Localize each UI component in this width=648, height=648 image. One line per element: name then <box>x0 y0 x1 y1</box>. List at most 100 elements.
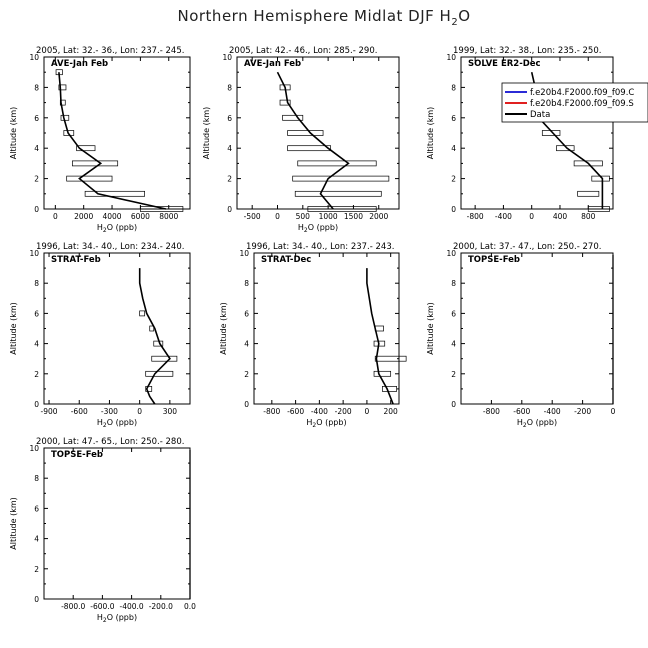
y-tick-label: 8 <box>34 474 39 483</box>
panel-header: 2000, Lat: 47.- 65., Lon: 250.- 280. <box>36 437 184 447</box>
x-tick-label: 2000 <box>74 212 93 221</box>
data-range-box <box>587 206 610 212</box>
x-tick-label: -600 <box>287 407 304 416</box>
data-range-box <box>140 206 184 212</box>
plot-frame <box>236 56 400 210</box>
y-axis-label: Altitude (km) <box>426 107 435 159</box>
y-tick-label: 0 <box>34 595 39 604</box>
x-tick-label: 0 <box>275 212 280 221</box>
data-range-box <box>139 310 146 317</box>
x-tick-label: -800.0 <box>61 602 85 611</box>
x-tick-label: -600 <box>513 407 530 416</box>
x-tick-label: -400 <box>311 407 328 416</box>
data-range-box <box>58 84 67 91</box>
y-axis-label: Altitude (km) <box>9 497 18 549</box>
x-tick-label: -300 <box>101 407 118 416</box>
plot-frame <box>43 252 191 405</box>
y-tick-label: 2 <box>451 175 456 184</box>
data-range-box <box>151 355 178 362</box>
y-tick-label: 4 <box>34 144 39 153</box>
panel-header: 2005, Lat: 42.- 46., Lon: 285.- 290. <box>229 46 377 56</box>
panel-header: 1996, Lat: 34.- 40., Lon: 234.- 240. <box>36 242 184 252</box>
chart-panel: 1996, Lat: 34.- 40., Lon: 234.- 240. STRA… <box>9 242 191 429</box>
data-range-box <box>282 114 304 121</box>
x-axis-label: H2O (ppb) <box>97 613 137 624</box>
data-range-box <box>84 190 145 197</box>
y-tick-label: 6 <box>451 309 456 318</box>
panel-header: 1999, Lat: 32.- 38., Lon: 235.- 250. <box>453 46 601 56</box>
data-range-box <box>374 325 384 332</box>
x-tick-label: 300 <box>163 407 178 416</box>
y-tick-label: 0 <box>451 400 456 409</box>
chart-panel: 1996, Lat: 34.- 40., Lon: 237.- 243. STRA… <box>219 242 407 429</box>
data-range-box <box>577 190 600 197</box>
plot-frame <box>460 252 614 405</box>
panel-header: 2005, Lat: 32.- 36., Lon: 237.- 245. <box>36 46 184 56</box>
x-axis-label: H2O (ppb) <box>97 418 137 429</box>
x-tick-label: 1000 <box>319 212 338 221</box>
y-axis-label: Altitude (km) <box>9 107 18 159</box>
x-tick-label: -900 <box>41 407 58 416</box>
y-axis-label: Altitude (km) <box>219 302 228 354</box>
x-tick-label: 0 <box>365 407 370 416</box>
y-tick-label: 4 <box>227 144 232 153</box>
x-axis-label: H2O (ppb) <box>97 223 137 234</box>
y-axis-label: Altitude (km) <box>426 302 435 354</box>
x-tick-label: 0 <box>529 212 534 221</box>
data-line <box>366 268 394 405</box>
x-tick-label: 500 <box>296 212 311 221</box>
chart-panel: 2005, Lat: 32.- 36., Lon: 237.- 245. AVE-… <box>9 46 191 234</box>
data-range-box <box>287 130 324 136</box>
campaign-label: STRAT-Feb <box>51 255 101 265</box>
x-tick-label: -200 <box>335 407 352 416</box>
data-line <box>276 71 350 210</box>
y-tick-label: 0 <box>34 400 39 409</box>
plot-frame <box>43 56 191 210</box>
y-tick-label: 10 <box>29 249 39 258</box>
data-line <box>138 268 171 405</box>
y-tick-label: 8 <box>451 83 456 92</box>
data-range-box <box>382 386 397 392</box>
title-main: Northern Hemisphere Midlat DJF H <box>177 7 452 25</box>
y-axis-label: Altitude (km) <box>202 107 211 159</box>
data-range-box <box>292 175 390 182</box>
panel-header: 2000, Lat: 37.- 47., Lon: 250.- 270. <box>453 242 601 252</box>
chart-panel: 2000, Lat: 37.- 47., Lon: 250.- 270. TOPS… <box>426 242 616 429</box>
data-range-box <box>145 370 174 377</box>
data-range-box <box>297 160 377 167</box>
plot-frame <box>253 252 400 405</box>
data-range-box <box>149 325 155 332</box>
y-tick-label: 2 <box>244 370 249 379</box>
y-axis-label: Altitude (km) <box>9 302 18 354</box>
data-range-box <box>279 99 291 106</box>
y-tick-label: 8 <box>244 279 249 288</box>
data-range-box <box>71 160 119 167</box>
data-range-box <box>373 370 392 377</box>
y-tick-label: 10 <box>446 53 456 62</box>
y-tick-label: 2 <box>34 175 39 184</box>
y-tick-label: 2 <box>227 175 232 184</box>
legend-label: f.e20b4.F2000.f09_f09.C <box>530 88 634 98</box>
x-tick-label: 1500 <box>344 212 363 221</box>
x-tick-label: -400.0 <box>120 602 144 611</box>
x-tick-label: -500 <box>244 212 261 221</box>
x-tick-label: -600.0 <box>90 602 114 611</box>
x-tick-label: 0 <box>137 407 142 416</box>
campaign-label: TOPSE-Feb <box>468 255 520 265</box>
x-tick-label: 4000 <box>102 212 121 221</box>
y-tick-label: 10 <box>29 444 39 453</box>
y-tick-label: 0 <box>34 205 39 214</box>
panel-header: 1996, Lat: 34.- 40., Lon: 237.- 243. <box>246 242 394 252</box>
chart-panel: 2005, Lat: 42.- 46., Lon: 285.- 290. AVE-… <box>202 46 400 234</box>
data-range-box <box>66 175 113 182</box>
x-tick-label: 6000 <box>131 212 150 221</box>
y-tick-label: 6 <box>244 309 249 318</box>
data-range-box <box>76 145 96 152</box>
y-tick-label: 0 <box>227 205 232 214</box>
x-axis-label: H2O (ppb) <box>298 223 338 234</box>
y-tick-label: 2 <box>34 370 39 379</box>
title-subscript: 2 <box>451 17 459 28</box>
plot-frame <box>43 447 191 600</box>
x-tick-label: -200.0 <box>149 602 173 611</box>
